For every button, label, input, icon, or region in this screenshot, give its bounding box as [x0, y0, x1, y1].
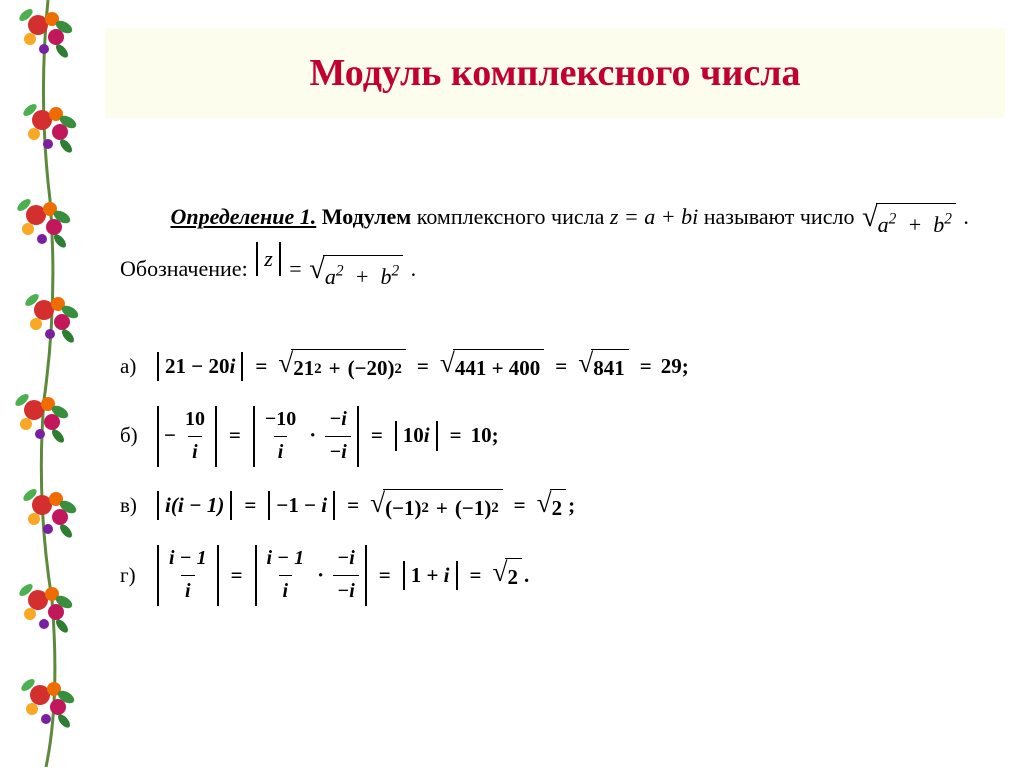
ex-a-ans: 29: [661, 352, 682, 381]
ex-a-sqrt2: √441 + 400: [440, 349, 544, 383]
def-abs-z: z: [253, 242, 284, 276]
ex-a-abs1: 21 − 20i: [154, 352, 246, 381]
ex-v-abs2: −1 − i: [265, 491, 338, 520]
def-sqrt2: √ a2 + b2: [309, 255, 403, 294]
def-tail1: называют число: [704, 204, 860, 229]
ex-v-sqrt1: √ (−1)2+(−1)2: [370, 489, 503, 523]
ex-a-label: а): [120, 352, 154, 381]
examples: а) 21 − 20i = √ 212+(−20)2 = √441 + 400 …: [120, 349, 990, 605]
ex-g-abs2: i − 1i · −i−i: [252, 545, 370, 606]
ex-a-sqrt1: √ 212+(−20)2: [278, 349, 406, 383]
example-v: в) i(i − 1) = −1 − i = √ (−1)2+(−1)2 = √…: [120, 489, 990, 523]
ex-v-sqrt2: √2: [537, 489, 566, 523]
ex-b-label: б): [120, 421, 154, 450]
def-pre: Модулем: [322, 204, 417, 229]
floral-border: [8, 0, 86, 767]
def-eq: =: [289, 256, 307, 281]
ex-b-abs2: −10i · −i−i: [250, 406, 362, 467]
page-title: Модуль комплексного числа: [309, 51, 800, 95]
ex-g-abs1: i − 1i: [154, 545, 222, 606]
ex-v-abs1: i(i − 1): [154, 491, 235, 520]
def-sqrt1: √ a2 + b2: [862, 203, 956, 242]
example-b: б) − 10i = −10i · −i−i = 10i = 10;: [120, 406, 990, 467]
content-area: Определение 1. Модулем комплексного числ…: [120, 200, 990, 628]
ex-b-ans: 10: [471, 421, 492, 450]
def-formula-z: z = a + bi: [610, 204, 698, 229]
ex-g-abs3: 1 + i: [400, 561, 461, 590]
definition: Определение 1. Модулем комплексного числ…: [120, 200, 990, 294]
def-mid: комплексного числа: [417, 204, 610, 229]
ex-v-label: в): [120, 491, 154, 520]
ex-a-sqrt3: √841: [578, 349, 628, 383]
ex-b-abs1: − 10i: [154, 406, 220, 467]
definition-label: Определение 1.: [171, 204, 317, 229]
ex-b-abs3: 10i: [392, 421, 441, 450]
ex-g-sqrt: √2: [492, 558, 521, 592]
ex-g-label: г): [120, 561, 154, 590]
example-a: а) 21 − 20i = √ 212+(−20)2 = √441 + 400 …: [120, 349, 990, 383]
title-band: Модуль комплексного числа: [105, 28, 1005, 118]
def-period: .: [411, 256, 417, 281]
example-g: г) i − 1i = i − 1i · −i−i = 1 + i = √2 .: [120, 545, 990, 606]
floral-svg: [8, 0, 86, 767]
